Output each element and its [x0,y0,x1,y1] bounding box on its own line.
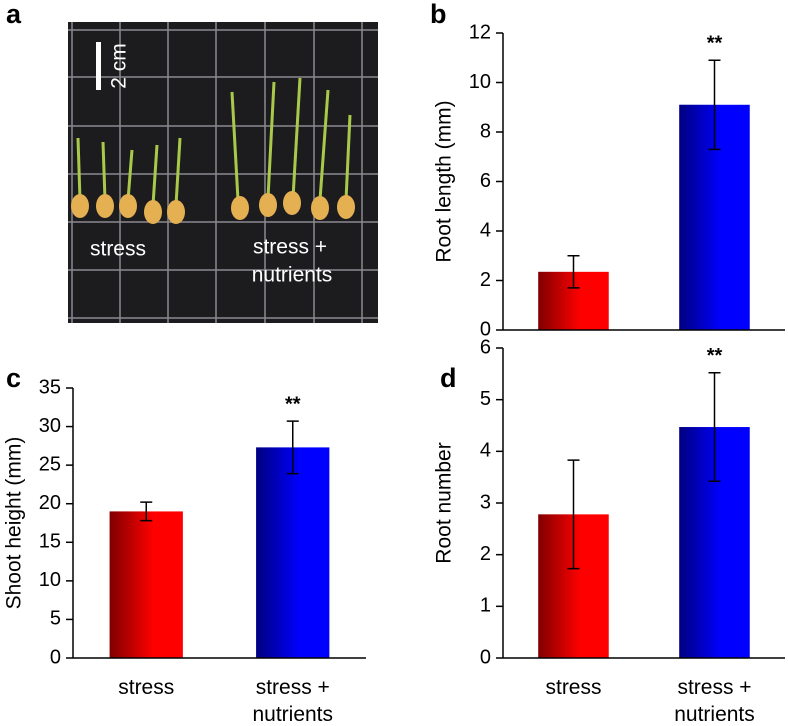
panel-letter: d [440,363,457,393]
bar-shade [109,511,183,658]
y-tick-label: 10 [39,569,61,591]
x-tick-label: stress + nutrients [252,676,334,726]
error-bar [708,372,721,483]
y-axis-label: Root length (mm) [433,100,456,262]
panel-letter: b [430,0,447,29]
y-tick-label: 30 [39,415,61,437]
y-tick-label: 0 [50,646,61,668]
panel-letter: a [6,0,22,29]
y-tick-label: 25 [39,453,61,475]
group-label: nutrients [252,264,333,287]
bar-shade [256,447,330,658]
y-tick-label: 4 [480,440,491,462]
y-tick-label: 20 [39,492,61,514]
y-tick-label: 4 [480,219,491,241]
error-bar [140,501,153,522]
y-tick-label: 2 [480,543,491,565]
y-tick-label: 5 [480,388,491,410]
y-tick-label: 5 [50,608,61,630]
y-tick-label: 3 [480,491,491,513]
error-bar [567,255,580,289]
y-tick-label: 10 [469,71,491,93]
error-bar [708,59,721,151]
photo [68,22,378,323]
y-axis-label: Root number [433,442,456,563]
group-label: stress + [253,236,327,259]
x-tick-label: stress [118,676,175,699]
y-tick-label: 15 [39,531,61,553]
error-bar [567,459,580,570]
scale-label: 2 cm [108,43,131,89]
y-tick-label: 0 [480,646,491,668]
y-tick-label: 2 [480,269,491,291]
error-bar [286,420,299,475]
y-tick-label: 0 [480,318,491,340]
x-tick-label-box: stress + nutrients [674,676,755,726]
x-tick-label-box: stress [118,676,175,699]
x-tick-label-box: stress [545,676,602,699]
x-tick-label: stress [545,676,602,699]
significance: ** [707,345,723,367]
x-tick-label-box: stress + nutrients [252,676,334,726]
panel-letter: c [6,363,21,393]
y-tick-label: 35 [39,376,61,398]
y-tick-label: 6 [480,336,491,358]
y-tick-label: 8 [480,120,491,142]
y-axis-label: Shoot height (mm) [3,437,26,610]
y-tick-label: 1 [480,595,491,617]
y-tick-label: 12 [469,21,491,43]
significance: ** [707,33,723,55]
y-tick-label: 6 [480,170,491,192]
x-tick-label: stress + nutrients [674,676,755,726]
group-label: stress [90,238,146,261]
significance: ** [285,393,301,415]
